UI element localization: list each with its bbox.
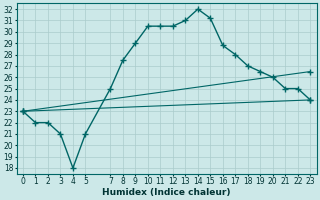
X-axis label: Humidex (Indice chaleur): Humidex (Indice chaleur) bbox=[102, 188, 231, 197]
